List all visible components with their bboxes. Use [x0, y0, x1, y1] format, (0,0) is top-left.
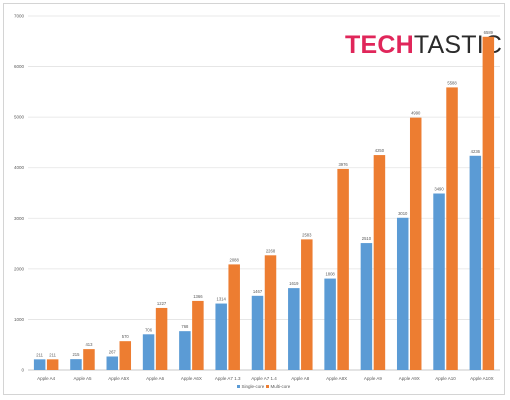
- legend-swatch-single-core: [237, 385, 240, 388]
- bar-single-core: [251, 295, 264, 370]
- bar-multi-core: [301, 239, 313, 370]
- bar-multi-core: [337, 168, 349, 370]
- y-tick-label: 1000: [14, 317, 25, 322]
- data-label: 1314: [217, 297, 227, 302]
- bar-single-core: [288, 288, 300, 370]
- y-tick-label: 7000: [14, 14, 25, 19]
- data-label: 4990: [411, 111, 421, 116]
- data-label: 211: [36, 352, 43, 357]
- data-label: 768: [181, 324, 189, 329]
- data-label: 2268: [266, 248, 276, 253]
- data-label: 4250: [375, 148, 385, 153]
- bar-multi-core: [409, 117, 422, 370]
- data-label: 3490: [434, 187, 444, 192]
- data-label: 1619: [289, 281, 299, 286]
- data-label: 6589: [484, 30, 494, 35]
- data-label: 5588: [447, 80, 457, 85]
- bar-single-core: [360, 243, 373, 370]
- data-label: 211: [49, 352, 56, 357]
- y-tick-label: 3000: [14, 216, 25, 221]
- data-label: 570: [122, 334, 130, 339]
- x-category-label: Apple A8: [291, 376, 310, 381]
- bar-single-core: [33, 359, 46, 370]
- bar-single-core: [324, 278, 336, 370]
- bar-multi-core: [228, 264, 240, 370]
- x-category-label: Apple A4: [37, 376, 56, 381]
- bar-single-core: [106, 356, 119, 370]
- data-label: 4236: [471, 149, 481, 154]
- x-category-label: Apple A9: [364, 376, 383, 381]
- data-label: 413: [85, 342, 93, 347]
- y-tick-label: 5000: [14, 115, 25, 120]
- bar-multi-core: [373, 155, 386, 370]
- bar-single-core: [396, 217, 409, 370]
- x-category-label: Apple A5X: [108, 376, 129, 381]
- y-tick-label: 0: [21, 368, 24, 373]
- bar-multi-core: [119, 341, 132, 370]
- bar-single-core: [215, 303, 227, 370]
- data-label: 1467: [253, 289, 263, 294]
- y-tick-label: 2000: [14, 266, 25, 271]
- data-label: 706: [145, 327, 153, 332]
- x-category-label: Apple A8X: [326, 376, 347, 381]
- bar-single-core: [433, 193, 445, 370]
- x-category-label: Apple A6X: [181, 376, 202, 381]
- data-label: 3010: [398, 211, 408, 216]
- bar-single-core: [179, 331, 191, 370]
- legend-swatch-multi-core: [266, 385, 269, 388]
- x-category-label: Apple A6: [146, 376, 165, 381]
- x-category-label: Apple A10: [435, 376, 456, 381]
- bar-multi-core: [46, 359, 59, 370]
- x-category-label: Apple A7 1.3: [215, 376, 241, 381]
- x-category-label: Apple A9X: [399, 376, 420, 381]
- x-category-label: Apple A7 1.4: [251, 376, 277, 381]
- bar-multi-core: [83, 349, 95, 370]
- legend-label: Multi-core: [271, 384, 291, 389]
- bar-multi-core: [264, 255, 277, 370]
- bar-multi-core: [155, 307, 168, 370]
- chart-frame: TECHTASTIC 0 1000 2000 3000 4000 5000 6000 7000…: [3, 3, 505, 395]
- y-tick-label: 6000: [14, 64, 25, 69]
- data-label: 2088: [230, 257, 240, 262]
- data-label: 3976: [338, 162, 348, 167]
- data-label: 1227: [157, 301, 167, 306]
- bar-single-core: [70, 359, 82, 370]
- logo-part-tech: TECH: [345, 31, 414, 59]
- data-label: 215: [72, 352, 80, 357]
- x-category-label: Apple A10X: [470, 376, 494, 381]
- bar-chart: 0 1000 2000 3000 4000 5000 6000 7000 211 211 Apple…: [14, 14, 500, 389]
- bar-multi-core: [192, 300, 204, 370]
- bar-single-core: [142, 334, 155, 370]
- data-label: 1366: [193, 294, 203, 299]
- data-label: 267: [109, 349, 117, 354]
- bar-multi-core: [446, 87, 458, 370]
- bar-multi-core: [482, 36, 495, 371]
- data-label: 1808: [325, 272, 335, 277]
- data-label: 2510: [362, 236, 372, 241]
- legend-label: Single-core: [242, 384, 265, 389]
- x-category-label: Apple A5: [73, 376, 92, 381]
- bar-single-core: [469, 155, 482, 370]
- data-label: 2583: [302, 232, 312, 237]
- y-tick-label: 4000: [14, 165, 25, 170]
